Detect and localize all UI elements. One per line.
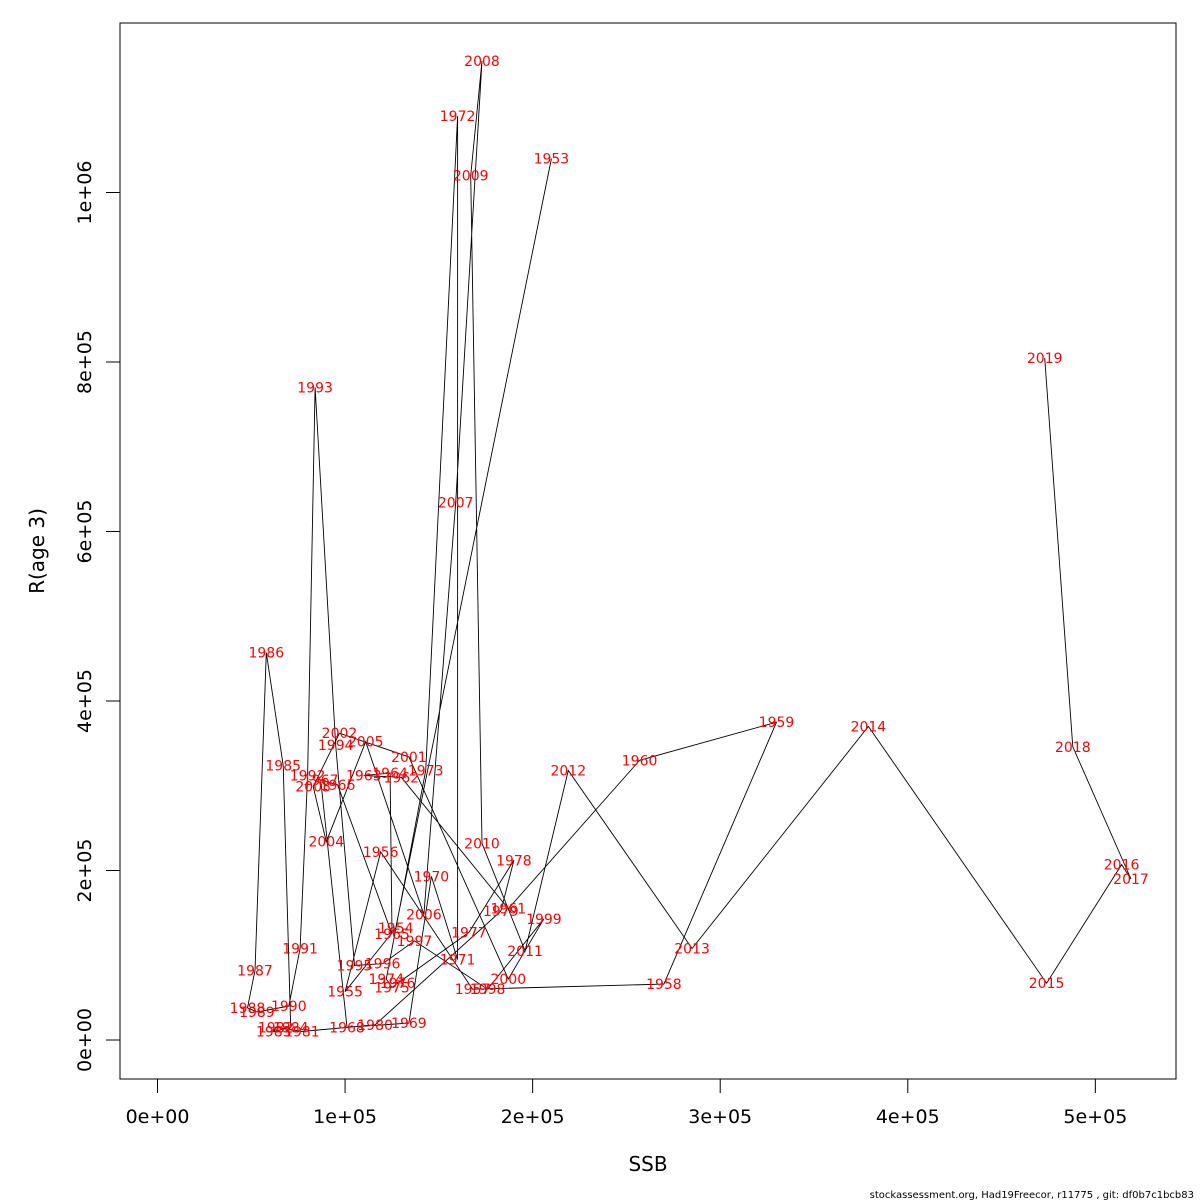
year-label-1953: 1953 xyxy=(534,152,570,168)
year-label-1955: 1955 xyxy=(327,985,363,1001)
year-label-1999: 1999 xyxy=(526,912,562,928)
year-label-1995: 1995 xyxy=(337,958,373,974)
x-tick-label: 1e+05 xyxy=(313,1106,377,1128)
y-tick-label: 1e+06 xyxy=(74,161,96,225)
year-label-1965: 1965 xyxy=(374,927,410,943)
year-label-1970: 1970 xyxy=(414,869,450,885)
year-label-2000: 2000 xyxy=(490,972,526,988)
x-tick-label: 3e+05 xyxy=(688,1106,752,1128)
year-label-2002: 2002 xyxy=(322,726,358,742)
year-label-1984: 1984 xyxy=(273,1020,309,1036)
year-label-2008: 2008 xyxy=(464,54,500,70)
year-label-1960: 1960 xyxy=(622,753,658,769)
y-tick-label: 0e+00 xyxy=(74,1008,96,1072)
year-label-1971: 1971 xyxy=(440,953,476,969)
year-label-1991: 1991 xyxy=(282,942,318,958)
y-axis-title: R(age 3) xyxy=(25,508,49,594)
year-label-1966: 1966 xyxy=(320,778,356,794)
year-label-2015: 2015 xyxy=(1029,976,1065,992)
year-label-1969: 1969 xyxy=(391,1016,427,1032)
y-axis: 0e+00 2e+05 4e+05 6e+05 8e+05 1e+06 xyxy=(74,161,121,1072)
year-labels: 1953 1954 1955 1956 1957 1958 1959 1960 1961 1962… xyxy=(230,54,1149,1040)
x-tick-label: 0e+00 xyxy=(126,1106,190,1128)
year-label-1964: 1964 xyxy=(372,766,408,782)
y-tick-label: 6e+05 xyxy=(74,500,96,564)
year-label-1956: 1956 xyxy=(363,845,399,861)
year-label-1963: 1963 xyxy=(346,769,382,785)
year-label-2019: 2019 xyxy=(1027,351,1063,367)
y-tick-label: 8e+05 xyxy=(74,330,96,394)
year-label-2014: 2014 xyxy=(851,719,887,735)
year-label-1974: 1974 xyxy=(368,972,404,988)
year-label-2001: 2001 xyxy=(391,750,427,766)
year-label-1967: 1967 xyxy=(303,773,339,789)
year-label-1962: 1962 xyxy=(383,770,419,786)
x-tick-label: 5e+05 xyxy=(1063,1106,1127,1128)
year-label-1979: 1979 xyxy=(483,904,519,920)
year-label-1989: 1989 xyxy=(239,1005,275,1021)
year-label-2006: 2006 xyxy=(406,908,442,924)
year-label-1973: 1973 xyxy=(408,764,444,780)
year-label-2003: 2003 xyxy=(295,780,331,796)
y-tick-label: 2e+05 xyxy=(74,839,96,903)
year-label-2009: 2009 xyxy=(453,169,489,185)
year-label-1954: 1954 xyxy=(378,921,414,937)
year-label-1987: 1987 xyxy=(237,964,273,980)
year-label-1977: 1977 xyxy=(451,925,487,941)
trajectory-lines xyxy=(246,61,1132,1033)
year-label-1975: 1975 xyxy=(374,981,410,997)
year-label-1990: 1990 xyxy=(271,999,307,1015)
year-label-1993: 1993 xyxy=(297,380,333,396)
year-label-1996: 1996 xyxy=(365,957,401,973)
sr-trajectory-line xyxy=(246,61,1132,1033)
year-label-1988: 1988 xyxy=(230,1001,266,1017)
footer-credit: stockassessment.org, Had19Freecor, r1177… xyxy=(870,1190,1194,1200)
year-label-1986: 1986 xyxy=(248,646,284,662)
year-label-1972: 1972 xyxy=(440,109,476,125)
year-label-2016: 2016 xyxy=(1104,858,1140,874)
year-label-1959: 1959 xyxy=(759,715,795,731)
year-label-2004: 2004 xyxy=(308,835,344,851)
x-tick-label: 4e+05 xyxy=(876,1106,940,1128)
year-label-1968: 1968 xyxy=(329,1020,365,1036)
year-label-2007: 2007 xyxy=(438,496,474,512)
year-label-2012: 2012 xyxy=(550,764,586,780)
year-label-1992: 1992 xyxy=(290,769,326,785)
year-label-1982: 1982 xyxy=(258,1020,294,1036)
year-label-1958: 1958 xyxy=(646,977,682,993)
year-label-1978: 1978 xyxy=(496,853,532,869)
x-axis: 0e+00 1e+05 2e+05 3e+05 4e+05 5e+05 xyxy=(126,1078,1127,1128)
year-label-2005: 2005 xyxy=(348,735,384,751)
x-axis-title: SSB xyxy=(628,1152,667,1176)
year-label-2018: 2018 xyxy=(1055,740,1091,756)
year-label-1961: 1961 xyxy=(490,902,526,918)
year-label-1997: 1997 xyxy=(397,934,433,950)
year-label-2011: 2011 xyxy=(507,944,543,960)
year-label-2010: 2010 xyxy=(464,836,500,852)
year-label-2013: 2013 xyxy=(674,942,710,958)
year-label-1981: 1981 xyxy=(284,1025,320,1041)
year-label-1983: 1983 xyxy=(256,1025,292,1041)
year-label-1998: 1998 xyxy=(470,982,506,998)
year-label-2017: 2017 xyxy=(1113,872,1149,888)
year-label-1957: 1957 xyxy=(455,982,491,998)
year-label-1976: 1976 xyxy=(380,976,416,992)
year-label-1985: 1985 xyxy=(265,758,301,774)
year-label-1980: 1980 xyxy=(357,1018,393,1034)
year-label-1994: 1994 xyxy=(318,738,354,754)
x-tick-label: 2e+05 xyxy=(501,1106,565,1128)
y-tick-label: 4e+05 xyxy=(74,669,96,733)
